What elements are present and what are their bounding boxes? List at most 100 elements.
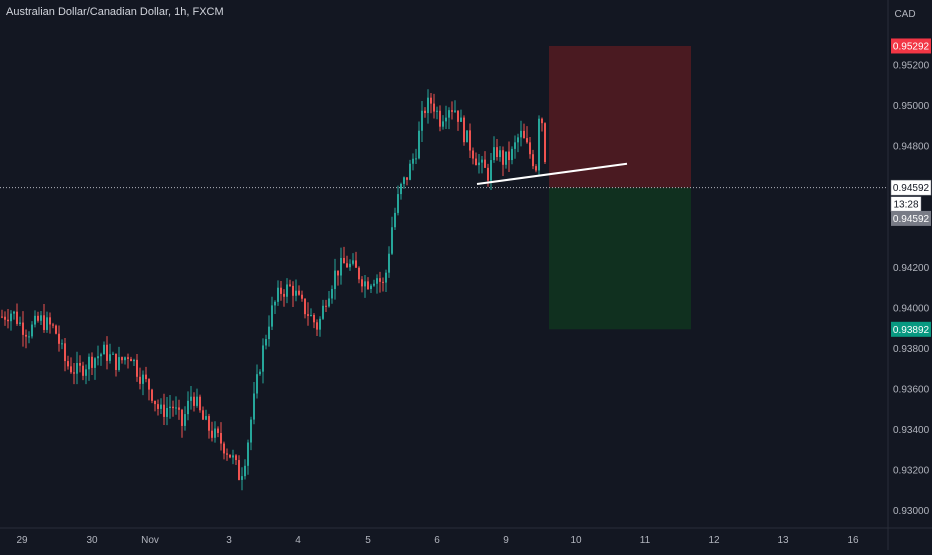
candle-body — [271, 305, 273, 327]
candle-body — [55, 325, 57, 334]
candle-body — [529, 142, 531, 155]
y-tick-label: 0.93800 — [893, 344, 930, 355]
candle-body — [244, 465, 246, 477]
candle-body — [286, 284, 288, 297]
candle-body — [277, 287, 279, 302]
candle-body — [385, 272, 387, 283]
candle-body — [367, 281, 369, 290]
candle-body — [157, 404, 159, 409]
candle-body — [61, 343, 63, 345]
candle-body — [208, 416, 210, 431]
candle-body — [430, 97, 432, 104]
candle-body — [493, 147, 495, 161]
candle-body — [130, 358, 132, 362]
y-tick-label: 0.95200 — [893, 61, 930, 72]
candle-body — [106, 344, 108, 361]
candle-body — [427, 97, 429, 114]
candle-body — [25, 334, 27, 337]
candle-body — [82, 365, 84, 376]
candle-body — [79, 363, 81, 366]
candle-body — [13, 311, 15, 314]
x-tick-label: 13 — [777, 535, 789, 546]
candle-body — [76, 363, 78, 374]
x-tick-label: 29 — [16, 535, 28, 546]
overlay-layer — [0, 162, 888, 189]
candle-body — [370, 285, 372, 290]
y-tick-label: 0.93200 — [893, 465, 930, 476]
candle-body — [100, 354, 102, 357]
price-tag-label: 0.93892 — [893, 325, 930, 336]
y-tick-label: 0.95000 — [893, 101, 930, 112]
candle-body — [238, 460, 240, 480]
candle-body — [262, 345, 264, 372]
candle-body — [343, 257, 345, 264]
candle-body — [202, 410, 204, 420]
candle-body — [184, 414, 186, 426]
candle-body — [22, 322, 24, 335]
candle-body — [334, 270, 336, 290]
candle-body — [268, 326, 270, 340]
candle-body — [514, 142, 516, 149]
candle-body — [85, 369, 87, 376]
candle-body — [292, 285, 294, 296]
candle-body — [376, 278, 378, 284]
candle-body — [313, 314, 315, 323]
candle-body — [283, 293, 285, 297]
candle-body — [448, 110, 450, 118]
candle-body — [532, 154, 534, 167]
x-tick-label: 10 — [570, 535, 582, 546]
price-tag-label: 0.94592 — [893, 214, 930, 225]
candle-body — [388, 253, 390, 273]
candle-body — [115, 353, 117, 371]
candle-body — [406, 177, 408, 180]
candle-body — [505, 151, 507, 165]
candle-body — [112, 353, 114, 355]
candle-body — [256, 374, 258, 394]
candle-body — [403, 177, 405, 184]
candle-body — [88, 356, 90, 370]
candle-body — [178, 407, 180, 410]
candle-body — [349, 263, 351, 268]
candle-body — [298, 290, 300, 295]
candle-body — [4, 316, 6, 320]
candle-body — [247, 442, 249, 466]
candle-body — [331, 289, 333, 299]
candle-body — [187, 400, 189, 415]
position-reward-zone — [549, 187, 691, 330]
candle-body — [232, 455, 234, 458]
x-tick-label: 30 — [86, 535, 98, 546]
candle-body — [214, 428, 216, 438]
candle-body — [442, 121, 444, 127]
candle-body — [424, 110, 426, 114]
candle-body — [451, 110, 453, 112]
candle-body — [124, 357, 126, 361]
candle-body — [226, 453, 228, 455]
candle-body — [391, 227, 393, 254]
candle-body — [346, 263, 348, 268]
price-tag-box — [891, 210, 931, 226]
candle-body — [103, 344, 105, 355]
candle-body — [19, 322, 21, 324]
x-tick-label: 12 — [708, 535, 720, 546]
candle-body — [325, 305, 327, 307]
price-tag-label: 13:28 — [893, 200, 918, 211]
candle-body — [358, 267, 360, 280]
candle-body — [523, 130, 525, 139]
candle-body — [538, 118, 540, 171]
candle-body — [151, 389, 153, 401]
trendline — [476, 162, 628, 185]
candle-body — [142, 374, 144, 384]
candle-body — [436, 110, 438, 112]
x-tick-label: 9 — [503, 535, 509, 546]
candle-body — [148, 379, 150, 390]
candle-body — [52, 324, 54, 326]
candle-body — [280, 287, 282, 294]
currency-label: CAD — [894, 9, 915, 20]
candle-body — [196, 396, 198, 406]
candle-body — [502, 150, 504, 165]
candle-body — [259, 371, 261, 375]
x-tick-label: 4 — [295, 535, 301, 546]
candle-body — [472, 150, 474, 159]
candle-body — [412, 158, 414, 164]
candle-body — [118, 357, 120, 371]
